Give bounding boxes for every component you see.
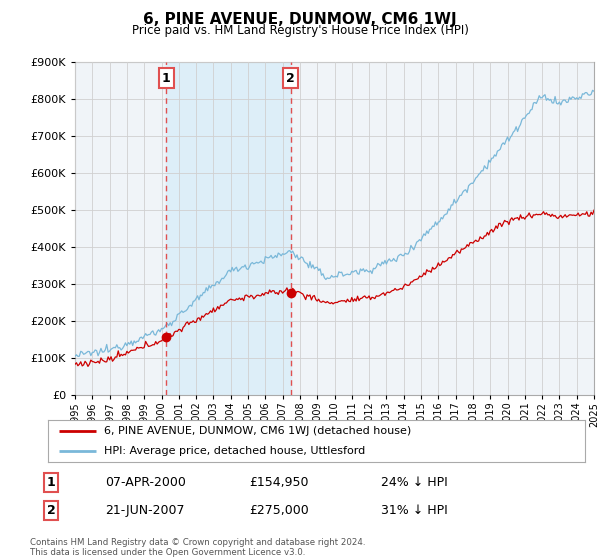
Text: 1: 1 bbox=[47, 476, 55, 489]
Text: HPI: Average price, detached house, Uttlesford: HPI: Average price, detached house, Uttl… bbox=[104, 446, 365, 456]
Text: Price paid vs. HM Land Registry's House Price Index (HPI): Price paid vs. HM Land Registry's House … bbox=[131, 24, 469, 36]
Text: 2: 2 bbox=[286, 72, 295, 85]
Text: 6, PINE AVENUE, DUNMOW, CM6 1WJ (detached house): 6, PINE AVENUE, DUNMOW, CM6 1WJ (detache… bbox=[104, 426, 412, 436]
Text: 1: 1 bbox=[162, 72, 170, 85]
Text: 07-APR-2000: 07-APR-2000 bbox=[105, 476, 186, 489]
Text: £154,950: £154,950 bbox=[249, 476, 308, 489]
Text: Contains HM Land Registry data © Crown copyright and database right 2024.
This d: Contains HM Land Registry data © Crown c… bbox=[30, 538, 365, 557]
Text: 31% ↓ HPI: 31% ↓ HPI bbox=[381, 504, 448, 517]
Text: 24% ↓ HPI: 24% ↓ HPI bbox=[381, 476, 448, 489]
Text: £275,000: £275,000 bbox=[249, 504, 309, 517]
Text: 21-JUN-2007: 21-JUN-2007 bbox=[105, 504, 185, 517]
Bar bbox=[166, 62, 291, 395]
Text: 2: 2 bbox=[47, 504, 55, 517]
Text: 6, PINE AVENUE, DUNMOW, CM6 1WJ: 6, PINE AVENUE, DUNMOW, CM6 1WJ bbox=[143, 12, 457, 27]
